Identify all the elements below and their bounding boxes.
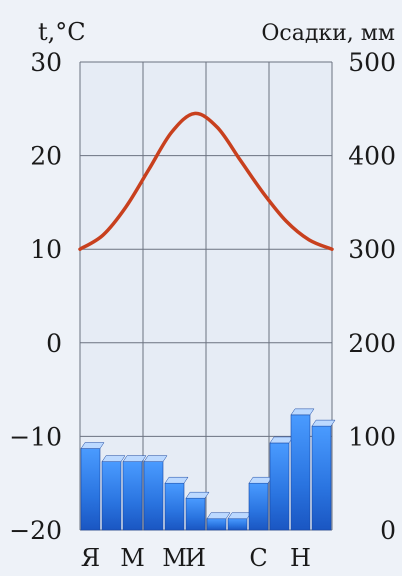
- precipitation-bar-top: [248, 476, 273, 484]
- month-tick-label: М: [162, 544, 187, 572]
- precipitation-bar: [269, 442, 290, 531]
- precipitation-bar: [101, 461, 122, 531]
- precipitation-bar: [206, 518, 227, 531]
- precipitation-bar: [227, 518, 248, 531]
- precipitation-bar: [248, 482, 269, 531]
- right-tick-label: 200: [348, 329, 396, 358]
- precipitation-bar: [311, 425, 332, 531]
- temperature-line: [78, 111, 334, 251]
- month-tick-label: М: [120, 544, 145, 572]
- month-tick-label: С: [249, 544, 267, 572]
- left-tick-label: 30: [30, 48, 62, 77]
- left-axis-ticks: 30 20 10 0 −10 −20: [9, 48, 62, 545]
- left-axis-label: t,°C: [38, 18, 86, 46]
- left-tick-label: 20: [30, 142, 62, 171]
- precipitation-bar-top: [269, 436, 294, 444]
- temperature-line-path: [78, 111, 334, 251]
- precipitation-bar-top: [164, 476, 189, 484]
- month-tick-label: Я: [81, 544, 100, 572]
- month-tick-labels: Я М МИ С Н: [81, 544, 311, 572]
- precipitation-bar: [185, 497, 206, 531]
- right-tick-label: 0: [380, 516, 396, 545]
- precipitation-bar: [80, 448, 101, 531]
- left-tick-label: 0: [46, 329, 62, 358]
- grid: [79, 61, 333, 531]
- right-axis-ticks: 500 400 300 200 100 0: [348, 48, 396, 545]
- precipitation-bar: [143, 461, 164, 531]
- right-tick-label: 500: [348, 48, 396, 77]
- precipitation-bars: [80, 408, 336, 531]
- month-tick-label: Н: [290, 544, 311, 572]
- right-tick-label: 400: [348, 142, 396, 171]
- precipitation-bar-top: [290, 408, 315, 416]
- precipitation-bar: [290, 414, 311, 531]
- precipitation-bar: [122, 461, 143, 531]
- precipitation-bar-top: [311, 419, 336, 427]
- precipitation-bar-top: [185, 491, 210, 499]
- precipitation-bar-top: [143, 455, 168, 462]
- left-tick-label: −20: [9, 516, 62, 545]
- left-tick-label: −10: [9, 422, 62, 451]
- right-axis-label: Осадки, мм: [261, 21, 395, 46]
- precipitation-bar-top: [227, 512, 252, 520]
- right-tick-label: 100: [348, 422, 396, 451]
- precipitation-bar-top: [122, 455, 147, 462]
- right-tick-label: 300: [348, 235, 396, 264]
- precipitation-bar-top: [80, 442, 105, 449]
- precipitation-bar-top: [101, 455, 126, 462]
- precipitation-bar: [164, 482, 185, 531]
- precipitation-bar-top: [206, 512, 231, 520]
- month-tick-label: И: [185, 544, 206, 572]
- left-tick-label: 10: [30, 235, 62, 264]
